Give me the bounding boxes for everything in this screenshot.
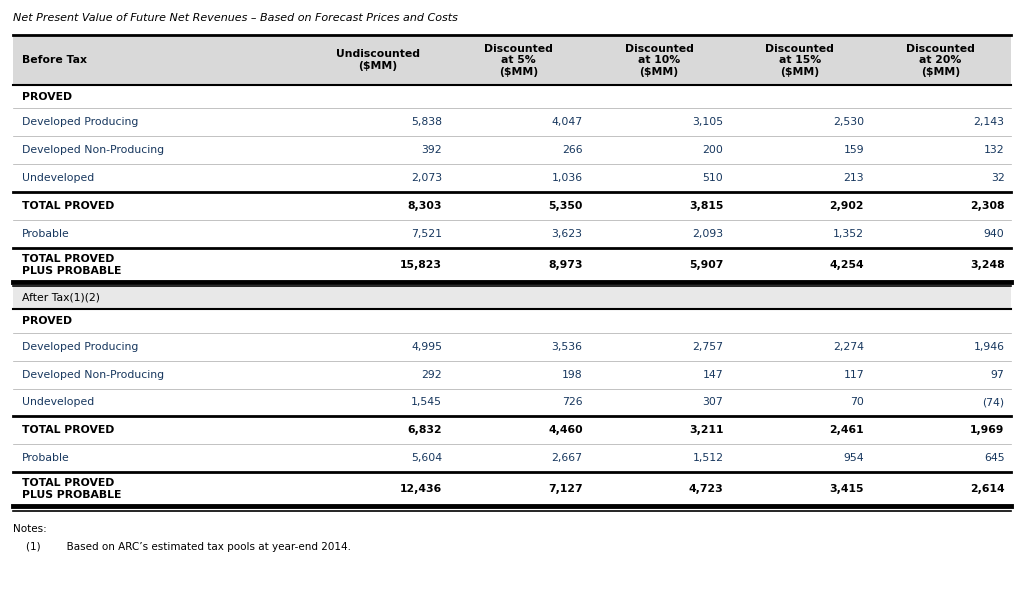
Text: 307: 307	[702, 398, 723, 407]
Text: 1,036: 1,036	[552, 173, 583, 183]
Text: 510: 510	[702, 173, 723, 183]
Text: Probable: Probable	[22, 229, 70, 239]
Text: 645: 645	[984, 454, 1005, 463]
Text: Probable: Probable	[22, 454, 70, 463]
Text: 32: 32	[991, 173, 1005, 183]
Text: Net Present Value of Future Net Revenues – Based on Forecast Prices and Costs: Net Present Value of Future Net Revenues…	[13, 13, 458, 23]
Text: 1,545: 1,545	[411, 398, 442, 407]
Text: 15,823: 15,823	[400, 260, 442, 270]
Text: 6,832: 6,832	[408, 426, 442, 435]
Text: 12,436: 12,436	[399, 484, 442, 494]
Text: 132: 132	[984, 145, 1005, 155]
Text: 2,530: 2,530	[833, 117, 864, 127]
Text: 3,623: 3,623	[552, 229, 583, 239]
Text: 2,461: 2,461	[829, 426, 864, 435]
Text: 1,512: 1,512	[692, 454, 723, 463]
Text: 1,969: 1,969	[970, 426, 1005, 435]
Bar	[13, 35, 1011, 85]
Text: Discounted
at 20%
($MM): Discounted at 20% ($MM)	[906, 44, 975, 77]
Text: 940: 940	[984, 229, 1005, 239]
Text: 392: 392	[422, 145, 442, 155]
Text: 213: 213	[844, 173, 864, 183]
Text: TOTAL PROVED
PLUS PROBABLE: TOTAL PROVED PLUS PROBABLE	[22, 478, 121, 500]
Text: 117: 117	[844, 370, 864, 379]
Text: 4,723: 4,723	[688, 484, 723, 494]
Text: 3,815: 3,815	[689, 201, 723, 211]
Text: 2,093: 2,093	[692, 229, 723, 239]
Text: Undeveloped: Undeveloped	[22, 398, 94, 407]
Text: 198: 198	[562, 370, 583, 379]
Text: Developed Producing: Developed Producing	[22, 342, 138, 351]
Text: 3,105: 3,105	[692, 117, 723, 127]
Text: 4,254: 4,254	[829, 260, 864, 270]
Text: 2,308: 2,308	[970, 201, 1005, 211]
Text: 4,047: 4,047	[552, 117, 583, 127]
Text: 1,352: 1,352	[833, 229, 864, 239]
Text: 7,127: 7,127	[548, 484, 583, 494]
Text: 159: 159	[844, 145, 864, 155]
Text: After Tax(1)(2): After Tax(1)(2)	[22, 293, 99, 303]
Text: 5,907: 5,907	[689, 260, 723, 270]
Text: 2,274: 2,274	[833, 342, 864, 351]
Text: 7,521: 7,521	[411, 229, 442, 239]
Text: 954: 954	[844, 454, 864, 463]
Text: 3,415: 3,415	[829, 484, 864, 494]
Text: 292: 292	[422, 370, 442, 379]
Text: 5,350: 5,350	[548, 201, 583, 211]
Text: TOTAL PROVED: TOTAL PROVED	[22, 201, 114, 211]
Text: Discounted
at 10%
($MM): Discounted at 10% ($MM)	[625, 44, 693, 77]
Text: 266: 266	[562, 145, 583, 155]
Text: 4,995: 4,995	[411, 342, 442, 351]
Text: 200: 200	[702, 145, 723, 155]
Text: 1,946: 1,946	[974, 342, 1005, 351]
Text: 3,536: 3,536	[552, 342, 583, 351]
Text: 726: 726	[562, 398, 583, 407]
Bar	[13, 286, 1011, 309]
Text: 2,667: 2,667	[552, 454, 583, 463]
Text: Developed Non-Producing: Developed Non-Producing	[22, 145, 164, 155]
Text: 5,838: 5,838	[411, 117, 442, 127]
Text: 3,211: 3,211	[689, 426, 723, 435]
Text: Developed Producing: Developed Producing	[22, 117, 138, 127]
Text: TOTAL PROVED
PLUS PROBABLE: TOTAL PROVED PLUS PROBABLE	[22, 254, 121, 275]
Text: 2,073: 2,073	[411, 173, 442, 183]
Text: (1)        Based on ARC’s estimated tax pools at year-end 2014.: (1) Based on ARC’s estimated tax pools a…	[13, 542, 351, 552]
Text: TOTAL PROVED: TOTAL PROVED	[22, 426, 114, 435]
Text: 147: 147	[702, 370, 723, 379]
Text: Before Tax: Before Tax	[22, 55, 86, 65]
Text: 3,248: 3,248	[970, 260, 1005, 270]
Text: PROVED: PROVED	[22, 92, 72, 102]
Text: 2,902: 2,902	[829, 201, 864, 211]
Text: Discounted
at 5%
($MM): Discounted at 5% ($MM)	[484, 44, 553, 77]
Text: Developed Non-Producing: Developed Non-Producing	[22, 370, 164, 379]
Text: Discounted
at 15%
($MM): Discounted at 15% ($MM)	[765, 44, 835, 77]
Text: 5,604: 5,604	[411, 454, 442, 463]
Text: Notes:: Notes:	[13, 524, 47, 534]
Text: 2,143: 2,143	[974, 117, 1005, 127]
Text: (74): (74)	[982, 398, 1005, 407]
Text: Undeveloped: Undeveloped	[22, 173, 94, 183]
Text: Undiscounted
($MM): Undiscounted ($MM)	[336, 49, 420, 71]
Text: 8,303: 8,303	[408, 201, 442, 211]
Text: 4,460: 4,460	[548, 426, 583, 435]
Text: 70: 70	[850, 398, 864, 407]
Text: 8,973: 8,973	[548, 260, 583, 270]
Text: 97: 97	[991, 370, 1005, 379]
Text: PROVED: PROVED	[22, 316, 72, 326]
Text: 2,757: 2,757	[692, 342, 723, 351]
Text: 2,614: 2,614	[970, 484, 1005, 494]
